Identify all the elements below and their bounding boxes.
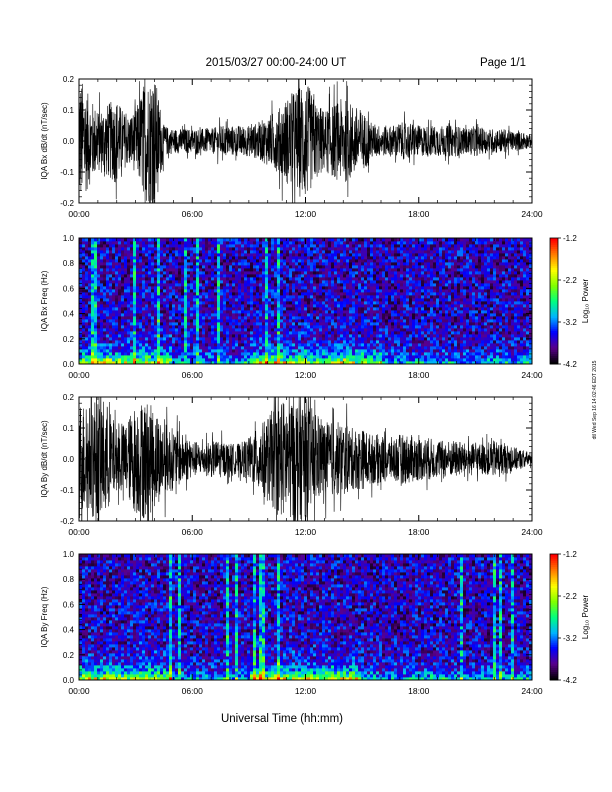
x-tick-label: 24:00 bbox=[521, 209, 543, 219]
y-axis-label: IQA By dB/dt (nT/sec) bbox=[40, 420, 49, 498]
y-axis-label: IQA By Freq (Hz) bbox=[40, 586, 49, 647]
colorbar-frame bbox=[549, 237, 559, 365]
y-tick-label: 1.0 bbox=[63, 550, 75, 559]
x-tick-label: 18:00 bbox=[408, 370, 430, 380]
y-tick-label: 0.8 bbox=[63, 259, 75, 268]
y-tick-label: -0.1 bbox=[60, 168, 74, 177]
y-tick-label: 0.0 bbox=[63, 137, 75, 146]
spectrogram-panel-3 bbox=[79, 554, 533, 681]
y-tick-label: -0.2 bbox=[60, 199, 74, 208]
x-tick-label: 12:00 bbox=[295, 686, 317, 696]
colorbar-tick-label: -3.2 bbox=[563, 318, 577, 327]
plot-frame bbox=[78, 237, 533, 365]
x-tick-label: 06:00 bbox=[182, 527, 204, 537]
x-tick-label: 18:00 bbox=[408, 686, 430, 696]
colorbar-tick-label: -4.2 bbox=[563, 676, 577, 685]
y-tick-label: 0.6 bbox=[63, 284, 75, 293]
x-tick-label: 24:00 bbox=[521, 370, 543, 380]
y-tick-label: 0.6 bbox=[63, 600, 75, 609]
y-tick-label: 0.2 bbox=[63, 393, 75, 402]
colorbar-tick-label: -1.2 bbox=[563, 550, 577, 559]
page-title: 2015/03/27 00:00-24:00 UT bbox=[206, 57, 347, 69]
x-tick-label: 24:00 bbox=[521, 686, 543, 696]
side-stamp: dtl Wed Sep 16 14:02:46 EDT 2015 bbox=[592, 360, 598, 439]
colorbar-tick-label: -2.2 bbox=[563, 592, 577, 601]
colorbar-tick-label: -4.2 bbox=[563, 360, 577, 369]
y-tick-label: 0.4 bbox=[63, 310, 75, 319]
colorbar-tick-label: -3.2 bbox=[563, 634, 577, 643]
x-axis-title: Universal Time (hh:mm) bbox=[221, 713, 343, 725]
y-tick-label: -0.1 bbox=[60, 486, 74, 495]
x-tick-label: 12:00 bbox=[295, 527, 317, 537]
y-axis-label: IQA Bx dB/dt (nT/sec) bbox=[40, 102, 49, 180]
y-axis-label: IQA Bx Freq (Hz) bbox=[40, 270, 49, 331]
plot-frame bbox=[78, 78, 533, 204]
x-tick-label: 12:00 bbox=[295, 370, 317, 380]
colorbar-label: Log₁₀ Power bbox=[581, 279, 590, 324]
x-tick-label: 24:00 bbox=[521, 527, 543, 537]
dbdt-panel-2 bbox=[79, 397, 532, 521]
dbdt-panel-0 bbox=[79, 79, 532, 203]
x-tick-label: 00:00 bbox=[68, 370, 90, 380]
page-label: Page 1/1 bbox=[480, 57, 526, 69]
plot-frame bbox=[78, 553, 533, 681]
y-tick-label: 0.1 bbox=[63, 424, 75, 433]
x-tick-label: 06:00 bbox=[182, 686, 204, 696]
x-tick-label: 00:00 bbox=[68, 527, 90, 537]
y-tick-label: 0.0 bbox=[63, 676, 75, 685]
x-tick-label: 12:00 bbox=[295, 209, 317, 219]
colorbar-label: Log₁₀ Power bbox=[581, 595, 590, 640]
y-tick-label: 0.8 bbox=[63, 575, 75, 584]
y-tick-label: 0.2 bbox=[63, 75, 75, 84]
x-tick-label: 00:00 bbox=[68, 686, 90, 696]
y-tick-label: 0.0 bbox=[63, 360, 75, 369]
y-tick-label: 0.2 bbox=[63, 335, 75, 344]
plot-frame bbox=[78, 396, 533, 522]
colorbar-frame bbox=[549, 553, 559, 681]
colorbar: -1.2 -2.2 -3.2 -4.2 Log₁₀ Power bbox=[549, 234, 590, 369]
dbdt-trace bbox=[79, 79, 532, 203]
y-tick-label: 0.0 bbox=[63, 455, 75, 464]
colorbar-tick-label: -2.2 bbox=[563, 276, 577, 285]
colorbar-tick-label: -1.2 bbox=[563, 234, 577, 243]
x-tick-label: 18:00 bbox=[408, 209, 430, 219]
dbdt-trace bbox=[79, 397, 532, 521]
y-tick-label: 0.1 bbox=[63, 106, 75, 115]
x-tick-label: 00:00 bbox=[68, 209, 90, 219]
x-tick-label: 18:00 bbox=[408, 527, 430, 537]
panels: 00:00 06:00 12:00 18:00 24:00 -0.2 -0.1 0.0 0.1 0… bbox=[40, 75, 590, 696]
colorbar: -1.2 -2.2 -3.2 -4.2 Log₁₀ Power bbox=[549, 550, 590, 685]
y-tick-label: 0.2 bbox=[63, 651, 75, 660]
spectrogram-panel-1 bbox=[79, 238, 533, 365]
y-tick-label: -0.2 bbox=[60, 517, 74, 526]
x-tick-label: 06:00 bbox=[182, 209, 204, 219]
y-tick-label: 0.4 bbox=[63, 626, 75, 635]
x-tick-label: 06:00 bbox=[182, 370, 204, 380]
y-tick-label: 1.0 bbox=[63, 234, 75, 243]
